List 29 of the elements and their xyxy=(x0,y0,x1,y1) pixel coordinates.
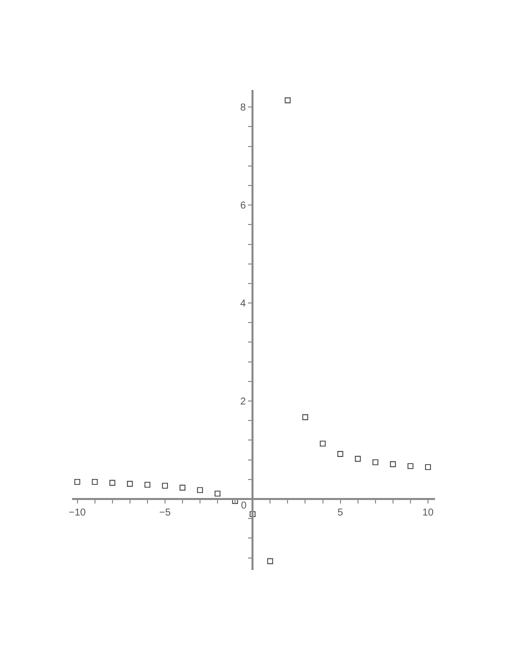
y-tick-label: 2 xyxy=(240,396,246,408)
y-tick-label: 0 xyxy=(241,500,248,512)
point xyxy=(214,490,220,496)
x-tick-label: −10 xyxy=(68,508,86,519)
point xyxy=(180,484,186,491)
point xyxy=(109,480,116,486)
point xyxy=(425,464,431,470)
point xyxy=(408,463,414,470)
x-tick-label: 10 xyxy=(422,508,434,519)
point xyxy=(354,456,361,462)
point xyxy=(126,480,133,487)
point xyxy=(267,558,274,564)
point xyxy=(162,482,168,489)
y-tick-label: 6 xyxy=(240,200,246,212)
point xyxy=(302,414,308,420)
x-tick-label: −5 xyxy=(159,508,172,519)
y-tick-label: 4 xyxy=(240,298,246,310)
point xyxy=(390,461,396,468)
y-tick-label: 8 xyxy=(240,102,246,114)
point xyxy=(197,487,203,494)
point xyxy=(92,478,98,485)
point xyxy=(250,511,256,518)
point xyxy=(337,451,344,457)
point xyxy=(74,478,80,485)
x-tick-label: 5 xyxy=(338,508,344,519)
point xyxy=(372,459,378,466)
point xyxy=(144,482,150,488)
point xyxy=(320,440,326,447)
point xyxy=(284,97,291,104)
